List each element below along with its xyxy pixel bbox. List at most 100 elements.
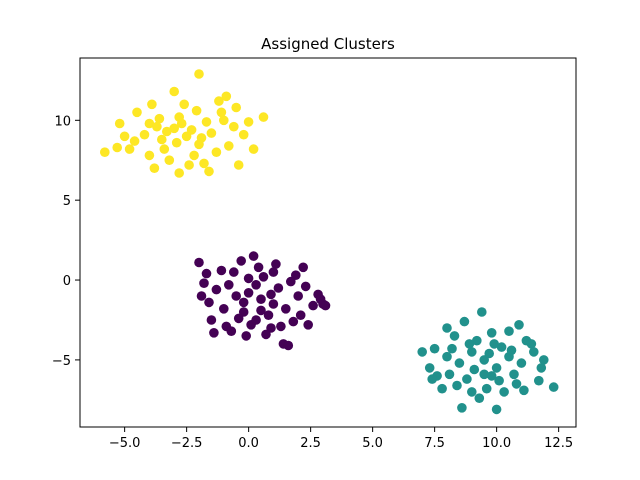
data-point	[238, 129, 249, 140]
data-point	[256, 294, 266, 305]
y-tick-label: 10	[54, 114, 71, 129]
data-point	[184, 160, 194, 170]
y-tick-label: 0	[63, 274, 71, 289]
data-point	[276, 321, 286, 332]
x-tick-label: 2.5	[300, 436, 321, 451]
y-tick-label: 5	[63, 194, 71, 209]
data-point	[454, 358, 465, 368]
data-point	[444, 369, 455, 380]
x-tick-label: 12.5	[544, 436, 573, 451]
data-point	[526, 339, 537, 349]
data-point	[238, 297, 249, 308]
data-point	[519, 385, 529, 396]
data-point	[293, 291, 304, 301]
data-point	[529, 347, 539, 357]
x-tick-label: −5.0	[109, 436, 141, 451]
y-tick-label: −5	[52, 354, 71, 369]
data-point	[548, 382, 559, 392]
chart-title: Assigned Clusters	[261, 35, 395, 53]
data-point	[132, 107, 142, 118]
data-point	[303, 320, 314, 330]
data-point	[491, 404, 502, 415]
data-point	[266, 289, 276, 300]
data-point	[449, 331, 460, 341]
x-tick-label: −2.5	[171, 436, 203, 451]
data-point	[447, 343, 457, 354]
x-tick-label: 10.0	[482, 436, 511, 451]
data-point	[479, 369, 490, 380]
data-point	[233, 313, 244, 324]
data-point	[154, 113, 165, 124]
data-point	[176, 118, 187, 129]
data-point	[226, 326, 237, 337]
data-point	[214, 96, 224, 106]
data-point	[209, 328, 219, 338]
data-point	[236, 256, 246, 266]
data-point	[206, 128, 217, 138]
data-point	[152, 121, 162, 132]
data-point	[261, 329, 271, 340]
plot-frame	[79, 57, 577, 428]
data-point	[424, 363, 435, 373]
data-point	[224, 141, 234, 151]
points-layer	[100, 69, 559, 415]
data-point	[457, 403, 467, 413]
data-point	[256, 305, 266, 316]
data-point	[295, 310, 306, 321]
data-point	[459, 316, 470, 327]
data-point	[536, 363, 547, 373]
data-point	[251, 280, 261, 290]
data-point	[534, 375, 544, 386]
data-point	[283, 340, 294, 351]
data-point	[189, 150, 199, 161]
data-point	[452, 380, 462, 391]
data-point	[233, 160, 244, 170]
data-point	[504, 326, 514, 337]
data-point	[139, 129, 150, 140]
data-point	[241, 331, 251, 341]
data-point	[157, 134, 167, 145]
data-point	[442, 323, 452, 333]
data-point	[477, 307, 487, 317]
data-point	[174, 168, 184, 178]
data-point	[164, 155, 175, 165]
data-point	[273, 283, 284, 293]
data-point	[159, 144, 170, 154]
data-point	[114, 118, 125, 129]
data-point	[179, 99, 189, 110]
data-point	[201, 268, 212, 279]
data-point	[429, 343, 440, 354]
data-point	[486, 328, 497, 338]
data-point	[204, 297, 214, 308]
data-point	[243, 117, 254, 127]
x-tick-label: 0.0	[238, 436, 259, 451]
data-point	[112, 142, 122, 153]
data-point	[491, 363, 502, 373]
data-point	[509, 369, 519, 380]
data-point	[169, 123, 179, 134]
data-point	[496, 342, 507, 352]
data-point	[162, 126, 172, 137]
data-point	[169, 86, 179, 97]
data-point	[129, 136, 140, 146]
data-point	[248, 251, 259, 261]
data-point	[100, 147, 110, 157]
data-point	[206, 315, 217, 325]
data-point	[484, 348, 495, 359]
data-point	[119, 131, 130, 142]
data-point	[124, 144, 135, 154]
data-point	[506, 345, 517, 356]
data-point	[268, 267, 279, 277]
data-point	[196, 291, 207, 301]
x-tick-label: 5.0	[362, 436, 383, 451]
data-point	[144, 118, 155, 129]
data-point	[191, 105, 202, 116]
data-point	[199, 278, 209, 289]
data-point	[144, 150, 155, 161]
data-point	[211, 284, 222, 295]
data-point	[243, 288, 254, 298]
data-point	[149, 163, 160, 173]
data-point	[258, 272, 269, 282]
